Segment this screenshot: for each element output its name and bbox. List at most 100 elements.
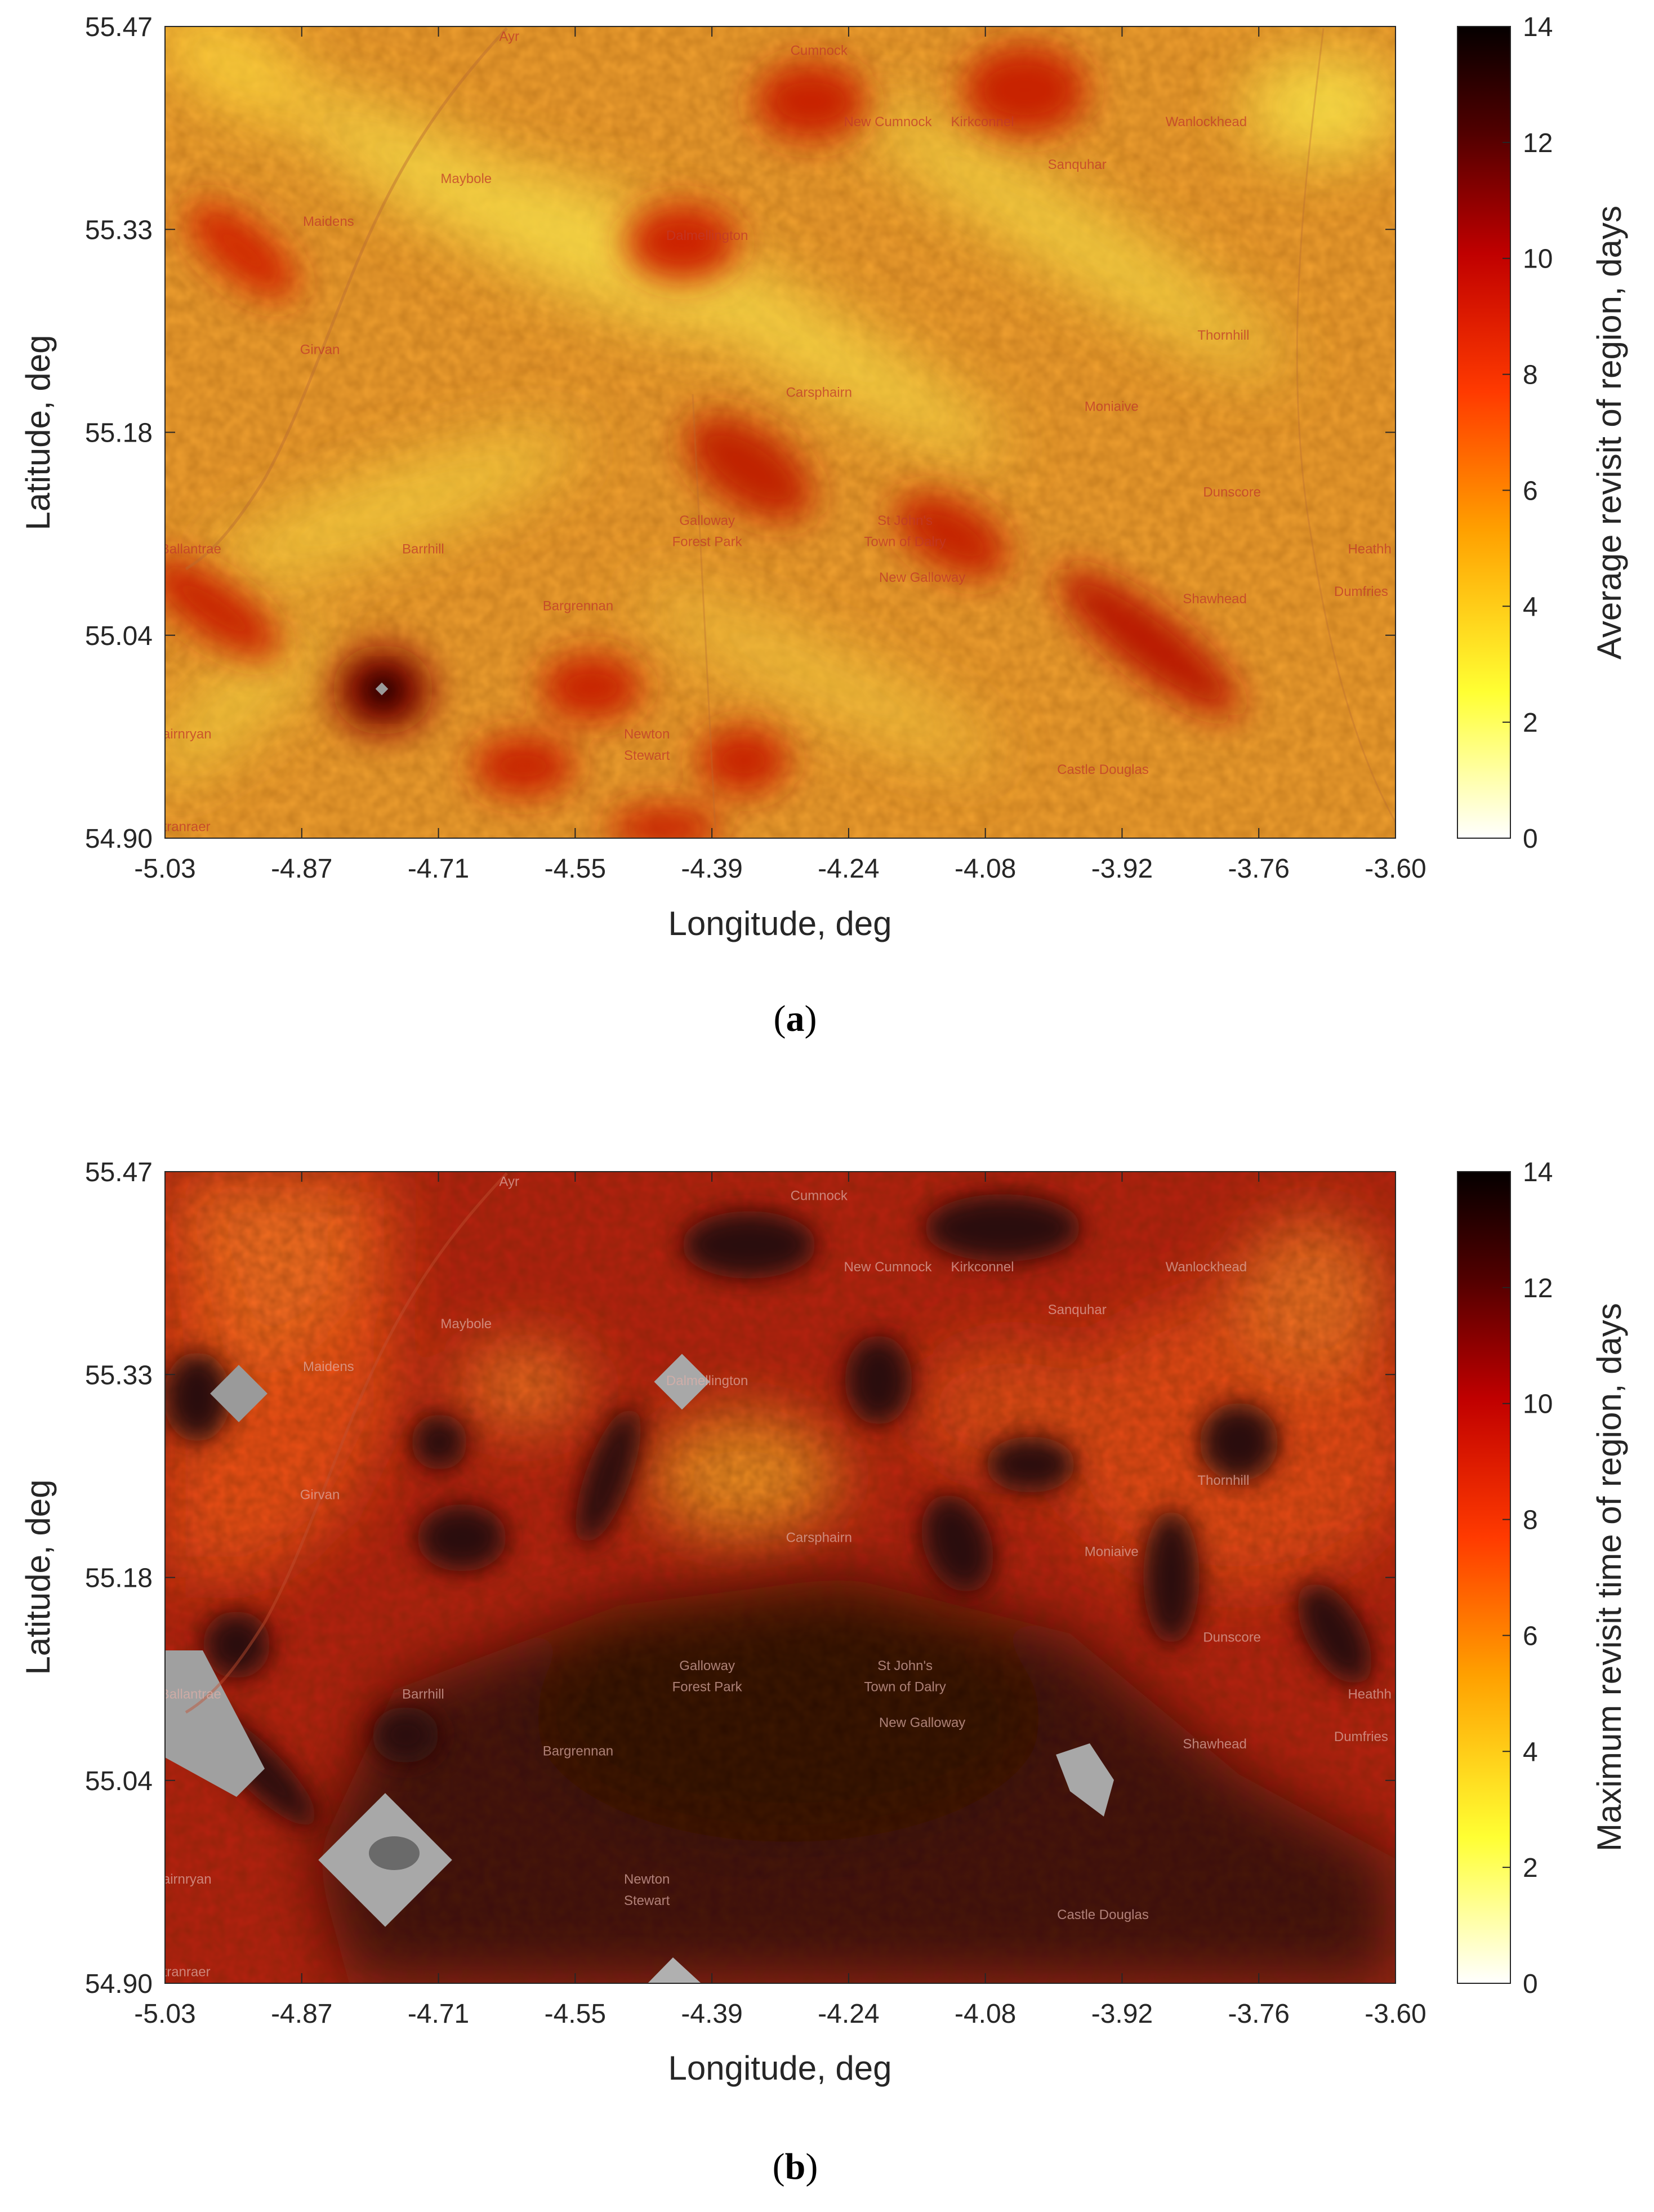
- place-label: Shawhead: [1183, 1737, 1246, 1752]
- x-tick-labels-b: -5.03 -4.87 -4.71 -4.55 -4.39 -4.24 -4.08 -3.92…: [134, 1172, 1426, 2029]
- place-label: St John's: [877, 513, 933, 528]
- place-label: Bargrennan: [543, 599, 613, 614]
- place-label: Thornhill: [1197, 328, 1249, 343]
- place-label: Stewart: [624, 748, 670, 763]
- colorbar-tick-label: 8: [1523, 1506, 1538, 1536]
- place-label: Ayr: [499, 29, 519, 44]
- place-label: Cairnryan: [153, 1872, 212, 1887]
- y-tick-label: 55.18: [85, 419, 153, 448]
- place-label: Heathh: [1348, 541, 1391, 557]
- x-tick-label: -4.08: [955, 1999, 1016, 2029]
- no-data-areas-b: [165, 1354, 1114, 1983]
- y-tick-label: 55.47: [85, 1158, 153, 1187]
- colorbar-tick-label: 0: [1523, 1969, 1538, 1999]
- x-tick-label: -4.24: [818, 854, 879, 884]
- place-label: Shawhead: [1183, 591, 1246, 607]
- panel-b: Ayr Cumnock New Cumnock Kirkconnel Wanlockhe…: [19, 1158, 1628, 2187]
- colorbar-ticks-b: 14 12 10 8 6 4 2 0: [1503, 1158, 1553, 1999]
- x-tick-label: -4.55: [545, 1999, 606, 2029]
- y-axis-label-b: Latitude, deg: [19, 1480, 57, 1675]
- place-label: Barrhill: [402, 541, 444, 557]
- colorbar-tick-label: 10: [1523, 1390, 1553, 1419]
- x-tick-label: -3.60: [1365, 1999, 1426, 2029]
- place-label: Carsphairn: [786, 1530, 852, 1545]
- x-tick-label: -3.92: [1091, 1999, 1153, 2029]
- place-label: Dumfries: [1334, 584, 1388, 599]
- place-label: Moniaive: [1085, 399, 1139, 415]
- place-label: New Galloway: [879, 1715, 965, 1730]
- colorbar-tick-label: 8: [1523, 360, 1538, 390]
- place-label: Maidens: [303, 1359, 354, 1374]
- x-axis-label-b: Longitude, deg: [668, 2049, 891, 2087]
- colorbar-a: [1457, 26, 1511, 839]
- place-label: Girvan: [300, 1487, 340, 1502]
- place-label: Dalmellington: [666, 228, 748, 243]
- panel-a: Ayr Cumnock New Cumnock Kirkconnel Wanlockhe…: [19, 12, 1628, 1039]
- colorbar-tick-label: 14: [1523, 12, 1553, 42]
- y-tick-label: 55.04: [85, 1766, 153, 1796]
- place-label: Stewart: [624, 1893, 670, 1908]
- place-label: Kirkconnel: [951, 114, 1014, 130]
- place-labels-b: Ayr Cumnock New Cumnock Kirkconnel Wanlockhe…: [153, 1174, 1392, 1979]
- colorbar-tick-label: 2: [1523, 1853, 1538, 1883]
- colorbar-b: [1457, 1171, 1511, 1984]
- place-label: Wanlockhead: [1166, 114, 1247, 130]
- colorbar-tick-label: 6: [1523, 476, 1538, 506]
- x-tick-label: -3.92: [1091, 854, 1153, 884]
- y-axis-label-a: Latitude, deg: [19, 335, 57, 531]
- heatmap-maximum-revisit: Ayr Cumnock New Cumnock Kirkconnel Wanlockhe…: [153, 1172, 1396, 1983]
- colorbar-label-a: Average revisit of region, days: [1590, 206, 1628, 660]
- x-tick-label: -4.55: [545, 854, 606, 884]
- place-label: New Galloway: [879, 570, 965, 585]
- place-label: Stranraer: [154, 1964, 211, 1979]
- x-tick-label: -3.76: [1228, 1999, 1290, 2029]
- x-tick-label: -4.71: [408, 1999, 469, 2029]
- colorbar-tick-label: 0: [1523, 824, 1538, 854]
- place-label: Cumnock: [791, 43, 848, 59]
- x-tick-label: -4.24: [818, 1999, 879, 2029]
- place-label: Heathh: [1348, 1686, 1391, 1702]
- x-tick-label: -3.76: [1228, 854, 1290, 884]
- y-tick-label: 55.33: [85, 215, 153, 245]
- place-label: Dumfries: [1334, 1729, 1388, 1744]
- place-label: Dunscore: [1203, 484, 1261, 500]
- x-axis-label-a: Longitude, deg: [668, 905, 891, 942]
- place-label: Castle Douglas: [1057, 1907, 1149, 1922]
- place-label: St John's: [877, 1658, 933, 1674]
- place-label: Dunscore: [1203, 1630, 1261, 1645]
- place-label: Town of Dalry: [864, 1680, 946, 1695]
- place-label: Forest Park: [672, 535, 743, 550]
- x-tick-label: -3.60: [1365, 854, 1426, 884]
- place-label: Newton: [624, 727, 670, 742]
- place-label: Barrhill: [402, 1686, 444, 1702]
- x-tick-label: -4.87: [271, 854, 332, 884]
- place-label: Carsphairn: [786, 385, 852, 400]
- y-tick-label: 55.33: [85, 1360, 153, 1390]
- place-label: Cumnock: [791, 1189, 848, 1204]
- place-label: Stranraer: [154, 819, 211, 834]
- place-label: Dalmellington: [666, 1373, 748, 1388]
- y-tick-labels-a: 55.47 55.33 55.18 55.04 54.90: [85, 12, 1396, 854]
- x-tick-labels-a: -5.03 -4.87 -4.71 -4.55 -4.39 -4.24 -4.08 -3.92…: [134, 26, 1426, 884]
- y-tick-label: 55.04: [85, 621, 153, 651]
- y-tick-label: 55.18: [85, 1564, 153, 1594]
- place-label: Newton: [624, 1872, 670, 1887]
- place-label: Kirkconnel: [951, 1259, 1014, 1275]
- colorbar-tick-label: 10: [1523, 244, 1553, 274]
- x-tick-label: -5.03: [134, 854, 195, 884]
- place-label: Sanquhar: [1048, 1302, 1107, 1318]
- panel-label-b: (b): [773, 2146, 818, 2187]
- y-tick-labels-b: 55.47 55.33 55.18 55.04 54.90: [85, 1158, 1396, 1999]
- place-label: Ballantrae: [161, 1686, 221, 1702]
- y-tick-label: 55.47: [85, 12, 153, 42]
- place-label: Maybole: [440, 1316, 492, 1332]
- y-tick-label: 54.90: [85, 1969, 153, 1999]
- place-label: New Cumnock: [844, 114, 932, 130]
- place-label: Maybole: [440, 171, 492, 186]
- place-label: Ayr: [499, 1174, 519, 1189]
- place-label: Forest Park: [672, 1680, 743, 1695]
- place-label: Cairnryan: [153, 727, 212, 742]
- colorbar-ticks-a: 14 12 10 8 6 4 2 0: [1503, 12, 1553, 854]
- colorbar-tick-label: 4: [1523, 592, 1538, 622]
- place-label: Galloway: [679, 513, 735, 528]
